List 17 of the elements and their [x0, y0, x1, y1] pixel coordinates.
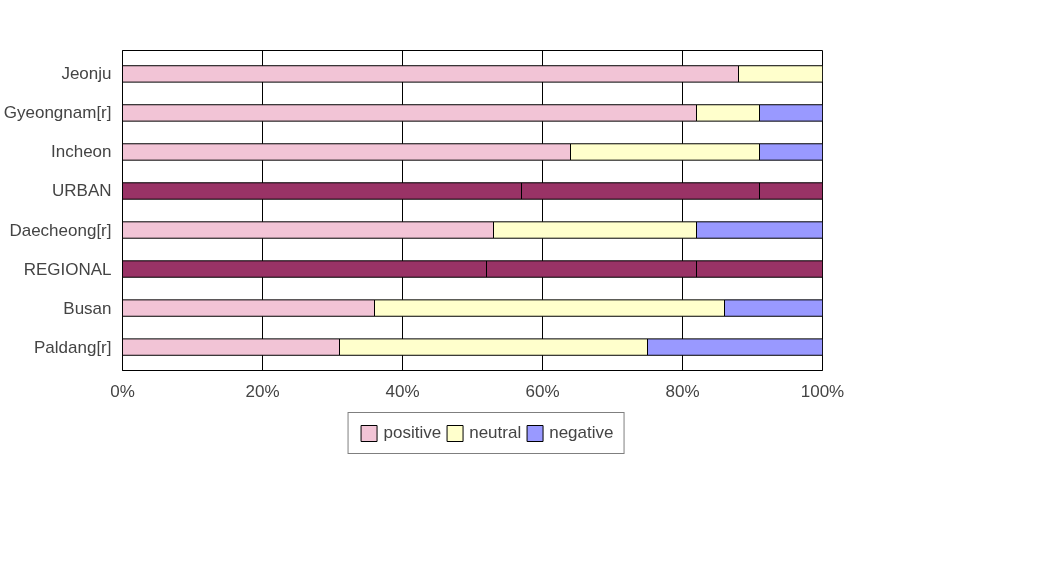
- y-tick-label: URBAN: [51, 181, 112, 201]
- legend-label: negative: [549, 423, 614, 443]
- x-tick-label: 80%: [665, 381, 700, 401]
- x-tick-label: 100%: [800, 381, 845, 401]
- y-tick-label: Busan: [63, 298, 112, 318]
- x-tick-label: 0%: [110, 381, 135, 401]
- legend-label: neutral: [469, 423, 522, 443]
- legend-label: positive: [383, 423, 442, 443]
- y-tick-label: Paldang[r]: [34, 337, 112, 357]
- x-tick-label: 40%: [385, 381, 420, 401]
- y-tick-label: Gyeongnam[r]: [3, 103, 112, 123]
- y-tick-label: Daecheong[r]: [9, 220, 112, 240]
- x-tick-label: 60%: [525, 381, 560, 401]
- x-tick-label: 20%: [245, 381, 280, 401]
- y-tick-label: REGIONAL: [23, 259, 112, 279]
- y-tick-label: Incheon: [51, 142, 112, 162]
- y-tick-label: Jeonju: [61, 64, 112, 84]
